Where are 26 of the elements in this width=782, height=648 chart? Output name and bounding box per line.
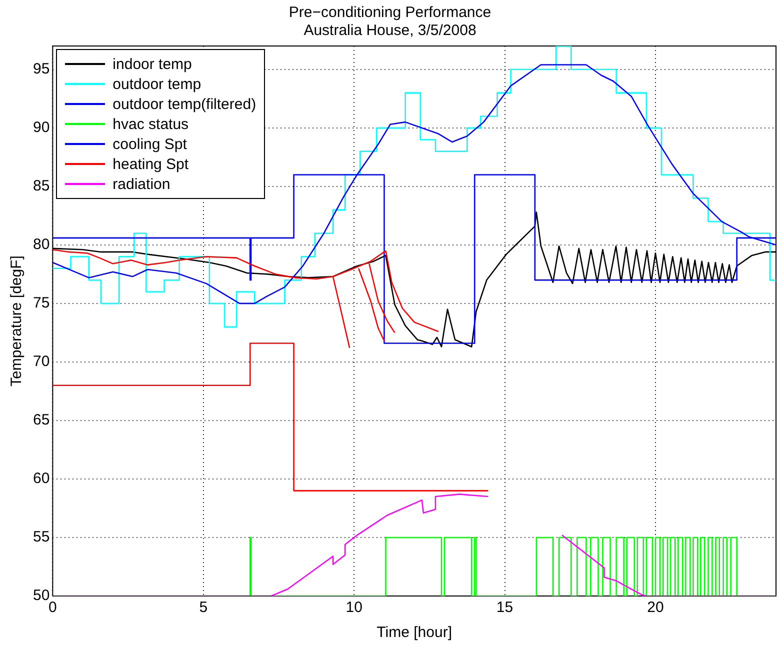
legend-label: outdoor temp(filtered) bbox=[112, 96, 256, 112]
legend-label: cooling Spt bbox=[112, 136, 187, 152]
y-tick-label: 75 bbox=[32, 294, 50, 312]
x-tick-label: 15 bbox=[496, 599, 514, 616]
x-tick-label: 5 bbox=[199, 599, 208, 616]
chart-subtitle: Australia House, 3/5/2008 bbox=[304, 22, 476, 40]
y-tick-label: 85 bbox=[32, 178, 50, 195]
legend-label: heating Spt bbox=[112, 156, 189, 172]
legend-label: outdoor temp bbox=[112, 76, 202, 92]
x-axis-title: Time [hour] bbox=[376, 624, 452, 642]
y-tick-label: 90 bbox=[32, 119, 50, 136]
y-tick-label: 50 bbox=[32, 587, 50, 604]
y-tick-label: 65 bbox=[32, 412, 50, 429]
y-tick-label: 70 bbox=[32, 353, 50, 370]
x-tick-label: 20 bbox=[647, 599, 664, 616]
y-tick-label: 55 bbox=[32, 528, 50, 546]
y-tick-label: 60 bbox=[32, 470, 50, 488]
chart-title: Pre−conditioning Performance bbox=[288, 4, 492, 22]
legend-label: radiation bbox=[112, 176, 170, 192]
y-axis-title: Temperature [degF] bbox=[8, 256, 26, 386]
y-tick-label: 95 bbox=[32, 60, 50, 78]
legend-label: hvac status bbox=[112, 116, 189, 132]
x-tick-label: 0 bbox=[48, 599, 57, 616]
y-tick-label: 80 bbox=[32, 236, 50, 254]
x-tick-label: 10 bbox=[346, 599, 362, 616]
legend-label: indoor temp bbox=[112, 56, 192, 72]
